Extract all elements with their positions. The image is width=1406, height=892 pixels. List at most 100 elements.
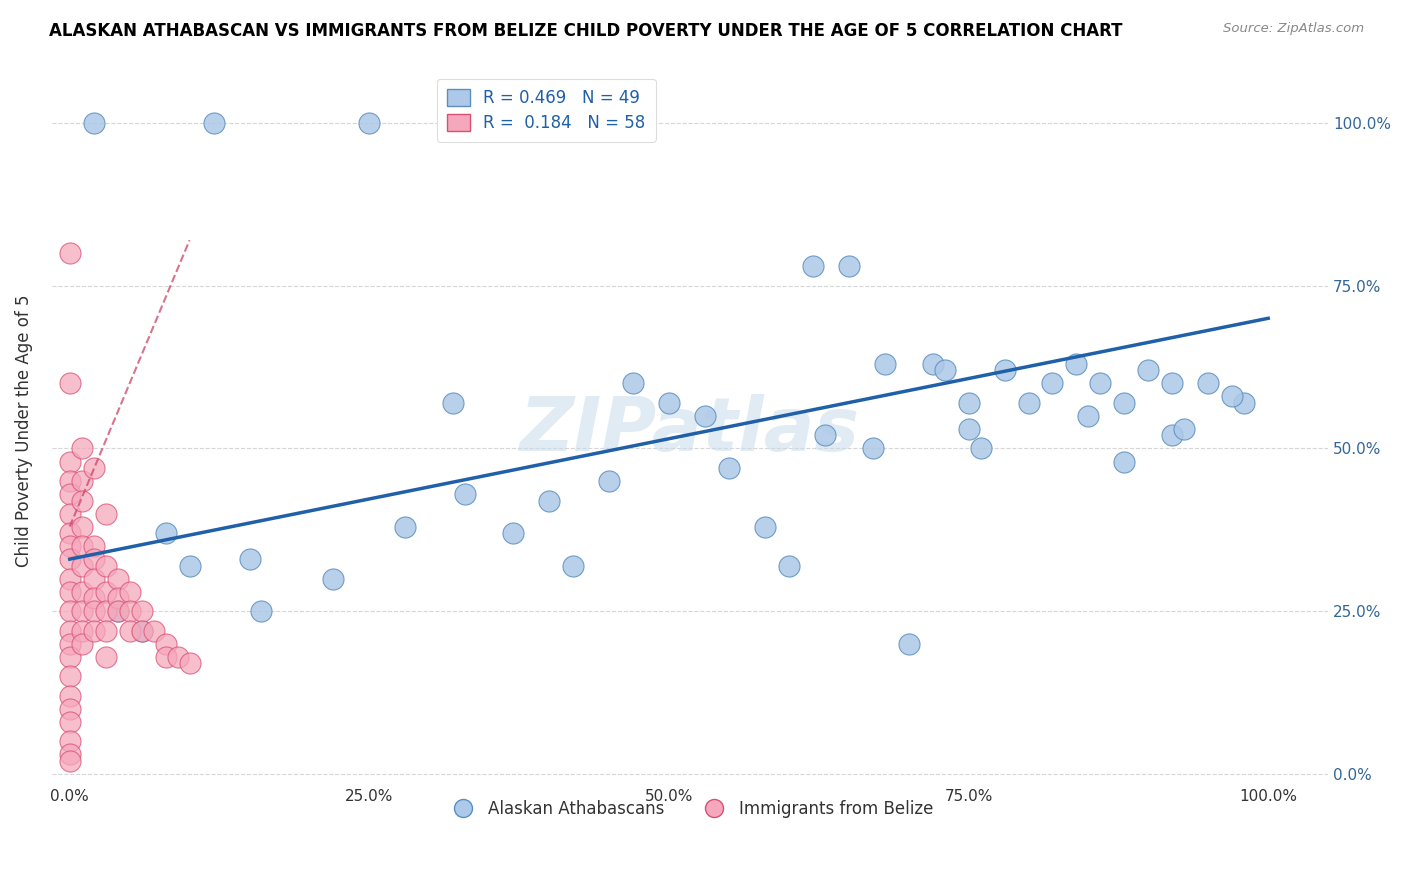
Point bbox=[94, 604, 117, 618]
Point bbox=[59, 584, 82, 599]
Point bbox=[59, 689, 82, 703]
Point bbox=[238, 552, 260, 566]
Point bbox=[1161, 376, 1184, 391]
Point bbox=[94, 558, 117, 573]
Point bbox=[83, 552, 105, 566]
Point bbox=[1090, 376, 1112, 391]
Point bbox=[202, 116, 225, 130]
Point bbox=[717, 461, 740, 475]
Point bbox=[70, 442, 93, 456]
Point bbox=[118, 604, 141, 618]
Point bbox=[142, 624, 165, 638]
Point bbox=[131, 604, 153, 618]
Point bbox=[59, 734, 82, 748]
Point bbox=[83, 624, 105, 638]
Point bbox=[394, 519, 416, 533]
Point bbox=[502, 526, 524, 541]
Point bbox=[322, 572, 344, 586]
Point bbox=[1114, 454, 1136, 468]
Point bbox=[59, 552, 82, 566]
Point bbox=[1077, 409, 1099, 423]
Point bbox=[83, 572, 105, 586]
Point bbox=[83, 604, 105, 618]
Point bbox=[454, 487, 477, 501]
Point bbox=[1042, 376, 1064, 391]
Point bbox=[70, 539, 93, 553]
Point bbox=[59, 246, 82, 260]
Point bbox=[778, 558, 800, 573]
Point bbox=[59, 474, 82, 488]
Point bbox=[70, 604, 93, 618]
Point bbox=[70, 584, 93, 599]
Point bbox=[59, 649, 82, 664]
Point bbox=[83, 116, 105, 130]
Point bbox=[658, 396, 681, 410]
Point bbox=[59, 747, 82, 762]
Point bbox=[621, 376, 644, 391]
Point bbox=[179, 657, 201, 671]
Legend: Alaskan Athabascans, Immigrants from Belize: Alaskan Athabascans, Immigrants from Bel… bbox=[440, 794, 941, 825]
Point bbox=[873, 357, 896, 371]
Point bbox=[897, 637, 920, 651]
Point bbox=[107, 572, 129, 586]
Point bbox=[94, 584, 117, 599]
Point bbox=[957, 396, 980, 410]
Point bbox=[359, 116, 381, 130]
Point bbox=[118, 624, 141, 638]
Point bbox=[754, 519, 776, 533]
Point bbox=[118, 584, 141, 599]
Point bbox=[94, 507, 117, 521]
Point bbox=[993, 363, 1015, 377]
Point bbox=[59, 702, 82, 716]
Point bbox=[107, 604, 129, 618]
Point bbox=[801, 259, 824, 273]
Point bbox=[1220, 389, 1243, 403]
Point bbox=[166, 649, 188, 664]
Point bbox=[562, 558, 585, 573]
Point bbox=[179, 558, 201, 573]
Point bbox=[1173, 422, 1195, 436]
Point bbox=[59, 604, 82, 618]
Point bbox=[155, 649, 177, 664]
Point bbox=[1233, 396, 1256, 410]
Text: ZIPatlas: ZIPatlas bbox=[520, 394, 860, 467]
Point bbox=[94, 649, 117, 664]
Point bbox=[693, 409, 716, 423]
Point bbox=[538, 493, 561, 508]
Point bbox=[250, 604, 273, 618]
Point bbox=[107, 604, 129, 618]
Point bbox=[59, 539, 82, 553]
Point bbox=[59, 624, 82, 638]
Point bbox=[934, 363, 956, 377]
Point bbox=[70, 474, 93, 488]
Point bbox=[59, 507, 82, 521]
Point bbox=[83, 539, 105, 553]
Point bbox=[59, 714, 82, 729]
Point bbox=[94, 624, 117, 638]
Point bbox=[441, 396, 464, 410]
Text: Source: ZipAtlas.com: Source: ZipAtlas.com bbox=[1223, 22, 1364, 36]
Point bbox=[1197, 376, 1219, 391]
Point bbox=[155, 526, 177, 541]
Point bbox=[1114, 396, 1136, 410]
Point bbox=[59, 572, 82, 586]
Point bbox=[83, 591, 105, 606]
Text: ALASKAN ATHABASCAN VS IMMIGRANTS FROM BELIZE CHILD POVERTY UNDER THE AGE OF 5 CO: ALASKAN ATHABASCAN VS IMMIGRANTS FROM BE… bbox=[49, 22, 1123, 40]
Point bbox=[70, 637, 93, 651]
Point bbox=[969, 442, 991, 456]
Point bbox=[862, 442, 884, 456]
Point bbox=[1137, 363, 1160, 377]
Point bbox=[59, 376, 82, 391]
Point bbox=[59, 454, 82, 468]
Point bbox=[59, 754, 82, 768]
Point bbox=[59, 669, 82, 683]
Point bbox=[59, 637, 82, 651]
Point bbox=[957, 422, 980, 436]
Point bbox=[70, 519, 93, 533]
Point bbox=[70, 624, 93, 638]
Point bbox=[838, 259, 860, 273]
Point bbox=[155, 637, 177, 651]
Point bbox=[814, 428, 837, 442]
Point bbox=[131, 624, 153, 638]
Point bbox=[1161, 428, 1184, 442]
